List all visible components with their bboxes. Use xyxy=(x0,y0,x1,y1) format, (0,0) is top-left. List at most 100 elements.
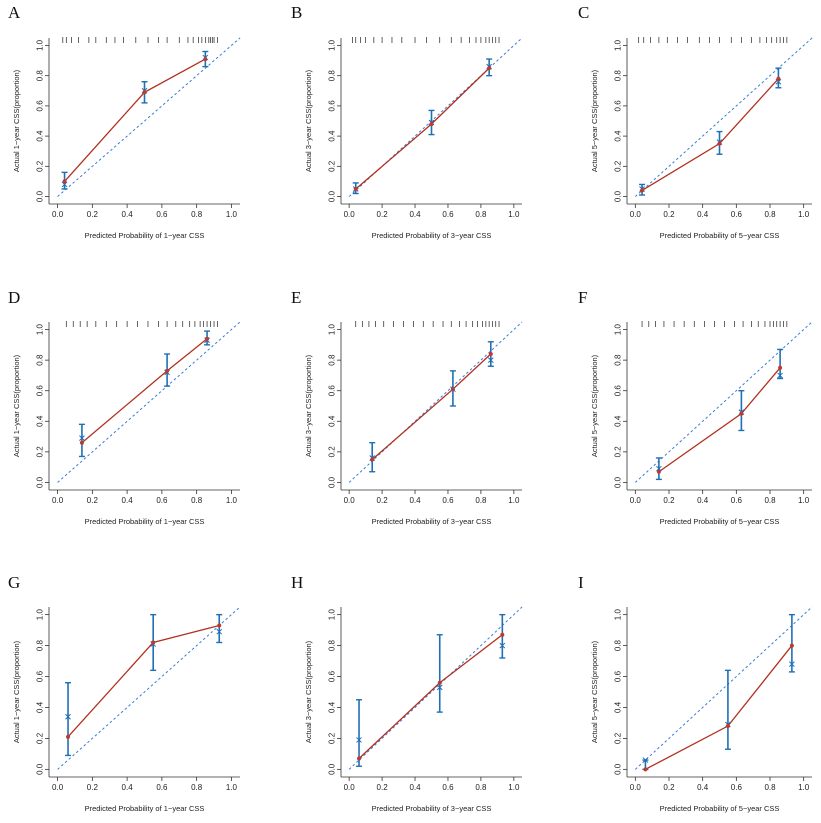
x-tick-label: 0.4 xyxy=(697,496,709,505)
observed-line xyxy=(641,78,779,192)
x-tick-label: 1.0 xyxy=(798,783,810,792)
calibration-panel-G: G 0.0 0.0 0.2 0.2 0.4 0.4 0.6 0.6 0.8 0.8 1.0 1.0 Pre… xyxy=(8,573,241,813)
y-axis-label: Actual 1−year CSS(proportion) xyxy=(12,69,21,172)
x-tick-label: 0.4 xyxy=(122,496,134,505)
observed-point xyxy=(353,186,358,191)
bias-corrected-marker xyxy=(216,628,223,635)
x-tick-label: 0.6 xyxy=(731,783,743,792)
panel-letter: H xyxy=(291,573,303,592)
observed-point xyxy=(739,411,744,416)
y-tick-label: 1.0 xyxy=(328,609,337,621)
x-tick-label: 0.2 xyxy=(663,210,675,219)
y-tick-label: 0.2 xyxy=(614,446,623,458)
observed-point xyxy=(776,76,781,81)
calibration-panel-I: I 0.0 0.0 0.2 0.2 0.4 0.4 0.6 0.6 0.8 0.8 1.0 1.0 Pre… xyxy=(578,573,813,813)
y-tick-label: 0.6 xyxy=(328,100,337,112)
observed-line xyxy=(358,634,503,759)
y-tick-label: 0.0 xyxy=(328,476,337,488)
observed-point xyxy=(450,387,455,392)
x-tick-label: 0.8 xyxy=(191,496,203,505)
y-tick-label: 0.6 xyxy=(614,100,623,112)
panel-letter: A xyxy=(8,3,21,22)
y-tick-label: 0.2 xyxy=(614,160,623,172)
observed-point xyxy=(789,643,794,648)
x-tick-label: 0.2 xyxy=(377,783,389,792)
y-tick-label: 0.2 xyxy=(328,446,337,458)
y-axis-label: Actual 3−year CSS(proportion) xyxy=(304,69,313,172)
y-tick-label: 1.0 xyxy=(36,323,45,335)
observed-line xyxy=(67,624,220,738)
x-axis-label: Predicted Probability of 3−year CSS xyxy=(372,517,492,526)
x-axis-label: Predicted Probability of 1−year CSS xyxy=(85,517,205,526)
y-axis-label: Actual 1−year CSS(proportion) xyxy=(12,640,21,743)
y-tick-label: 0.4 xyxy=(614,701,623,713)
y-tick-label: 0.4 xyxy=(36,415,45,427)
y-tick-label: 0.0 xyxy=(328,190,337,202)
y-tick-label: 0.2 xyxy=(328,732,337,744)
bias-corrected-marker xyxy=(775,78,782,85)
observed-point xyxy=(643,767,648,772)
bias-corrected-marker xyxy=(487,357,494,363)
panel-letter: G xyxy=(8,573,20,592)
y-axis-label: Actual 5−year CSS(proportion) xyxy=(590,640,599,743)
x-axis-label: Predicted Probability of 3−year CSS xyxy=(372,804,492,813)
y-tick-label: 0.4 xyxy=(614,130,623,142)
observed-point xyxy=(778,365,783,370)
y-tick-label: 0.4 xyxy=(328,415,337,427)
ideal-line xyxy=(348,321,523,483)
calibration-panel-B: B 0.0 0.0 0.2 0.2 0.4 0.4 0.6 0.6 0.8 0.8 1.0 1.0 Pre… xyxy=(291,3,523,240)
x-tick-label: 0.6 xyxy=(442,210,454,219)
observed-point xyxy=(66,734,71,739)
x-tick-label: 0.2 xyxy=(377,210,389,219)
y-tick-label: 0.8 xyxy=(328,70,337,82)
x-tick-label: 0.6 xyxy=(731,210,743,219)
calibration-panel-F: F 0.0 0.0 0.2 0.2 0.4 0.4 0.6 0.6 0.8 0.8 1.0 1.0 Pre… xyxy=(578,288,813,526)
y-tick-label: 0.0 xyxy=(614,476,623,488)
x-tick-label: 0.8 xyxy=(764,783,776,792)
observed-point xyxy=(437,680,442,685)
x-tick-label: 0.8 xyxy=(475,496,487,505)
observed-point xyxy=(79,440,84,445)
y-tick-label: 0.2 xyxy=(36,160,45,172)
x-tick-label: 0.8 xyxy=(191,210,203,219)
bias-corrected-marker xyxy=(656,465,662,472)
y-tick-label: 0.4 xyxy=(36,130,45,142)
observed-point xyxy=(640,188,645,193)
bias-corrected-marker xyxy=(61,181,68,188)
x-tick-label: 1.0 xyxy=(226,783,238,792)
y-tick-label: 0.8 xyxy=(328,639,337,651)
x-tick-label: 0.4 xyxy=(122,210,134,219)
y-tick-label: 0.4 xyxy=(614,415,623,427)
observed-line xyxy=(658,367,781,473)
observed-line xyxy=(371,353,492,460)
y-tick-label: 0.0 xyxy=(36,476,45,488)
y-tick-label: 0.0 xyxy=(36,763,45,775)
x-tick-label: 0.6 xyxy=(156,210,168,219)
y-tick-label: 0.6 xyxy=(36,670,45,682)
x-tick-label: 0.4 xyxy=(697,210,709,219)
calibration-panel-E: E 0.0 0.0 0.2 0.2 0.4 0.4 0.6 0.6 0.8 0.8 1.0 1.0 Pre… xyxy=(291,288,523,526)
calibration-panel-D: D 0.0 0.0 0.2 0.2 0.4 0.4 0.6 0.6 0.8 0.8 1.0 1.0 Pre… xyxy=(8,288,241,526)
y-tick-label: 0.2 xyxy=(614,732,623,744)
y-tick-label: 0.8 xyxy=(36,354,45,366)
observed-line xyxy=(355,67,490,190)
x-tick-label: 0.0 xyxy=(630,496,642,505)
observed-line xyxy=(81,338,208,444)
x-tick-label: 1.0 xyxy=(798,210,810,219)
x-tick-label: 0.6 xyxy=(156,783,168,792)
x-tick-label: 0.6 xyxy=(731,496,743,505)
ideal-line xyxy=(57,606,241,770)
x-tick-label: 0.0 xyxy=(52,210,64,219)
x-tick-label: 0.0 xyxy=(344,496,356,505)
observed-point xyxy=(217,623,222,628)
x-tick-label: 0.0 xyxy=(630,210,642,219)
x-tick-label: 1.0 xyxy=(508,210,520,219)
observed-point xyxy=(488,352,493,357)
y-tick-label: 0.2 xyxy=(36,446,45,458)
panel-letter: D xyxy=(8,288,20,307)
x-tick-label: 0.6 xyxy=(442,496,454,505)
y-tick-label: 0.6 xyxy=(328,385,337,397)
observed-point xyxy=(725,724,730,729)
y-tick-label: 0.2 xyxy=(36,732,45,744)
